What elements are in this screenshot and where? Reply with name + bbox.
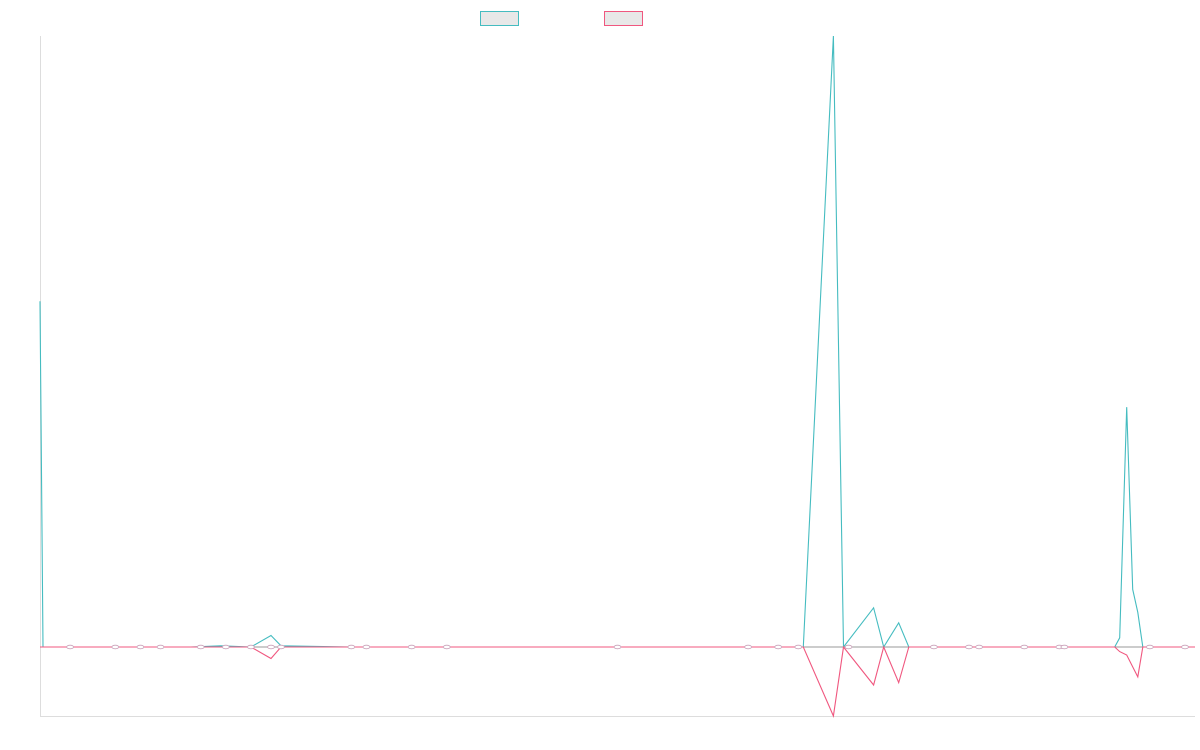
data-point-marker xyxy=(66,644,74,650)
data-point-marker xyxy=(267,644,275,650)
legend xyxy=(0,9,1200,27)
data-point-marker xyxy=(221,644,230,650)
data-point-marker xyxy=(1181,644,1189,650)
data-point-marker xyxy=(362,644,371,650)
data-point-marker xyxy=(246,644,255,650)
data-point-marker xyxy=(844,644,853,650)
data-point-marker xyxy=(277,644,285,650)
series-line-2 xyxy=(40,645,1195,718)
data-point-marker xyxy=(774,644,783,650)
legend-swatch-series-2 xyxy=(604,10,643,26)
data-point-marker xyxy=(1145,644,1154,650)
data-point-marker xyxy=(613,644,622,650)
legend-item-series-1[interactable] xyxy=(480,9,525,27)
data-point-marker xyxy=(975,644,983,650)
data-point-marker xyxy=(965,644,973,650)
data-point-marker xyxy=(196,644,205,650)
data-point-marker xyxy=(930,644,938,650)
data-point-marker xyxy=(407,644,416,650)
data-point-marker xyxy=(347,644,356,650)
data-point-marker xyxy=(1020,644,1029,650)
legend-item-series-2[interactable] xyxy=(604,9,649,27)
data-point-marker xyxy=(111,644,120,650)
data-point-marker xyxy=(442,644,451,650)
data-point-marker xyxy=(1060,644,1069,650)
legend-swatch-series-1 xyxy=(480,10,519,26)
data-point-marker xyxy=(744,644,752,650)
data-point-marker xyxy=(136,644,145,650)
data-point-marker xyxy=(156,644,165,650)
series-line-1 xyxy=(39,35,1195,649)
data-point-marker xyxy=(794,644,803,650)
